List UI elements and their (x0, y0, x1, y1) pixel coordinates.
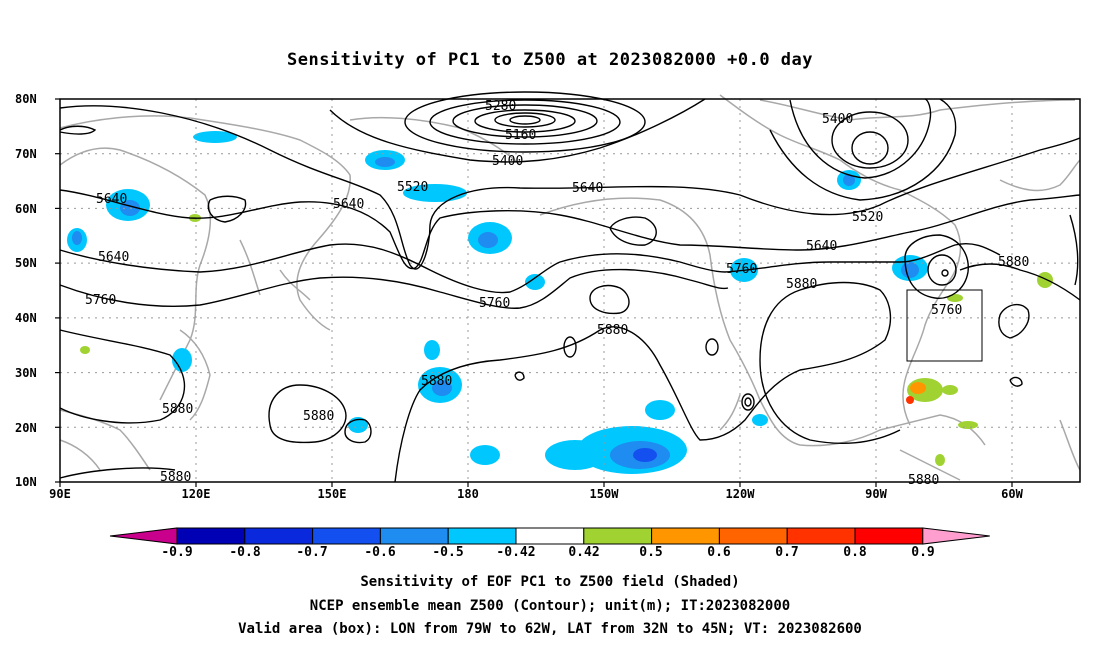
lon-label: 180 (457, 487, 479, 501)
colorbar-tick: 0.8 (843, 545, 867, 560)
contour-label: 5640 (806, 239, 837, 254)
contour-label: 5640 (333, 197, 364, 212)
colorbar-cell (447, 527, 517, 545)
z500-contours (59, 91, 1081, 483)
lon-label: 150W (589, 487, 619, 501)
contour-label: 5880 (908, 473, 939, 488)
colorbar-cell (312, 527, 381, 545)
lat-label: 10N (15, 475, 37, 489)
contour-label: 5880 (786, 277, 817, 292)
lon-label: 150E (317, 487, 347, 501)
lat-label: 20N (15, 421, 37, 435)
lat-label: 40N (15, 311, 37, 325)
contour-label: 5160 (505, 128, 536, 143)
map-title: Sensitivity of PC1 to Z500 at 2023082000… (286, 50, 813, 70)
colorbar-cell (379, 527, 449, 545)
colorbar-tick: -0.5 (432, 545, 464, 560)
colorbar-tick: -0.42 (496, 545, 536, 560)
colorbar-tick: 0.6 (707, 545, 731, 560)
colorbar-cell (176, 527, 246, 545)
contour-label: 5520 (397, 180, 428, 195)
colorbar-tick: 0.5 (639, 545, 663, 560)
coastlines (59, 94, 1081, 481)
contour-label: 5400 (492, 154, 523, 169)
contour-label: 5760 (726, 262, 757, 277)
contour-label: 5760 (85, 293, 116, 308)
colorbar-cell (922, 527, 990, 545)
plot-frame (59, 98, 1081, 483)
footer-line-shading: Sensitivity of EOF PC1 to Z500 field (Sh… (360, 574, 740, 590)
valid-area-box (906, 289, 983, 362)
colorbar-cell (109, 527, 178, 545)
contour-label: 5640 (96, 192, 127, 207)
lon-label: 120E (181, 487, 211, 501)
colorbar-cells (109, 527, 990, 545)
footer-line-valid-area: Valid area (box): LON from 79W to 62W, L… (238, 621, 862, 637)
contour-labels: 5280 5160 5400 5400 5520 5640 5640 5640 … (85, 99, 1029, 488)
contour-label: 5880 (597, 323, 628, 338)
lat-label: 50N (15, 256, 37, 270)
lat-label: 30N (15, 366, 37, 380)
lon-label: 90W (865, 487, 887, 501)
lon-label: 120W (725, 487, 755, 501)
lat-label: 60N (15, 202, 37, 216)
colorbar-tick: -0.6 (364, 545, 396, 560)
contour-label: 5880 (162, 402, 193, 417)
colorbar-tick: -0.8 (229, 545, 261, 560)
colorbar-cell (651, 527, 720, 545)
lon-label: 60W (1001, 487, 1023, 501)
contour-label: 5880 (303, 409, 334, 424)
colorbar-tick: 0.7 (775, 545, 799, 560)
colorbar-tick: -0.7 (296, 545, 328, 560)
colorbar-cell (515, 527, 585, 545)
footer-line-contour: NCEP ensemble mean Z500 (Contour); unit(… (309, 598, 791, 614)
contour-label: 5760 (479, 296, 510, 311)
contour-label: 5880 (998, 255, 1029, 270)
lat-label: 70N (15, 147, 37, 161)
colorbar-cell (583, 527, 653, 545)
contour-label: 5640 (98, 250, 129, 265)
contour-label: 5760 (931, 303, 962, 318)
colorbar-cell (786, 527, 856, 545)
colorbar-tick: 0.9 (911, 545, 935, 560)
colorbar-tick: -0.9 (161, 545, 193, 560)
lat-label: 80N (15, 92, 37, 106)
contour-label: 5520 (852, 210, 883, 225)
colorbar-cell (718, 527, 788, 545)
colorbar-cell (854, 527, 924, 545)
colorbar-cell (244, 527, 314, 545)
contour-label: 5640 (572, 181, 603, 196)
contour-label: 5280 (485, 99, 516, 114)
lon-label: 90E (49, 487, 71, 501)
colorbar-tick: 0.42 (568, 545, 600, 560)
contour-label: 5400 (822, 112, 853, 127)
contour-label: 5880 (421, 374, 452, 389)
